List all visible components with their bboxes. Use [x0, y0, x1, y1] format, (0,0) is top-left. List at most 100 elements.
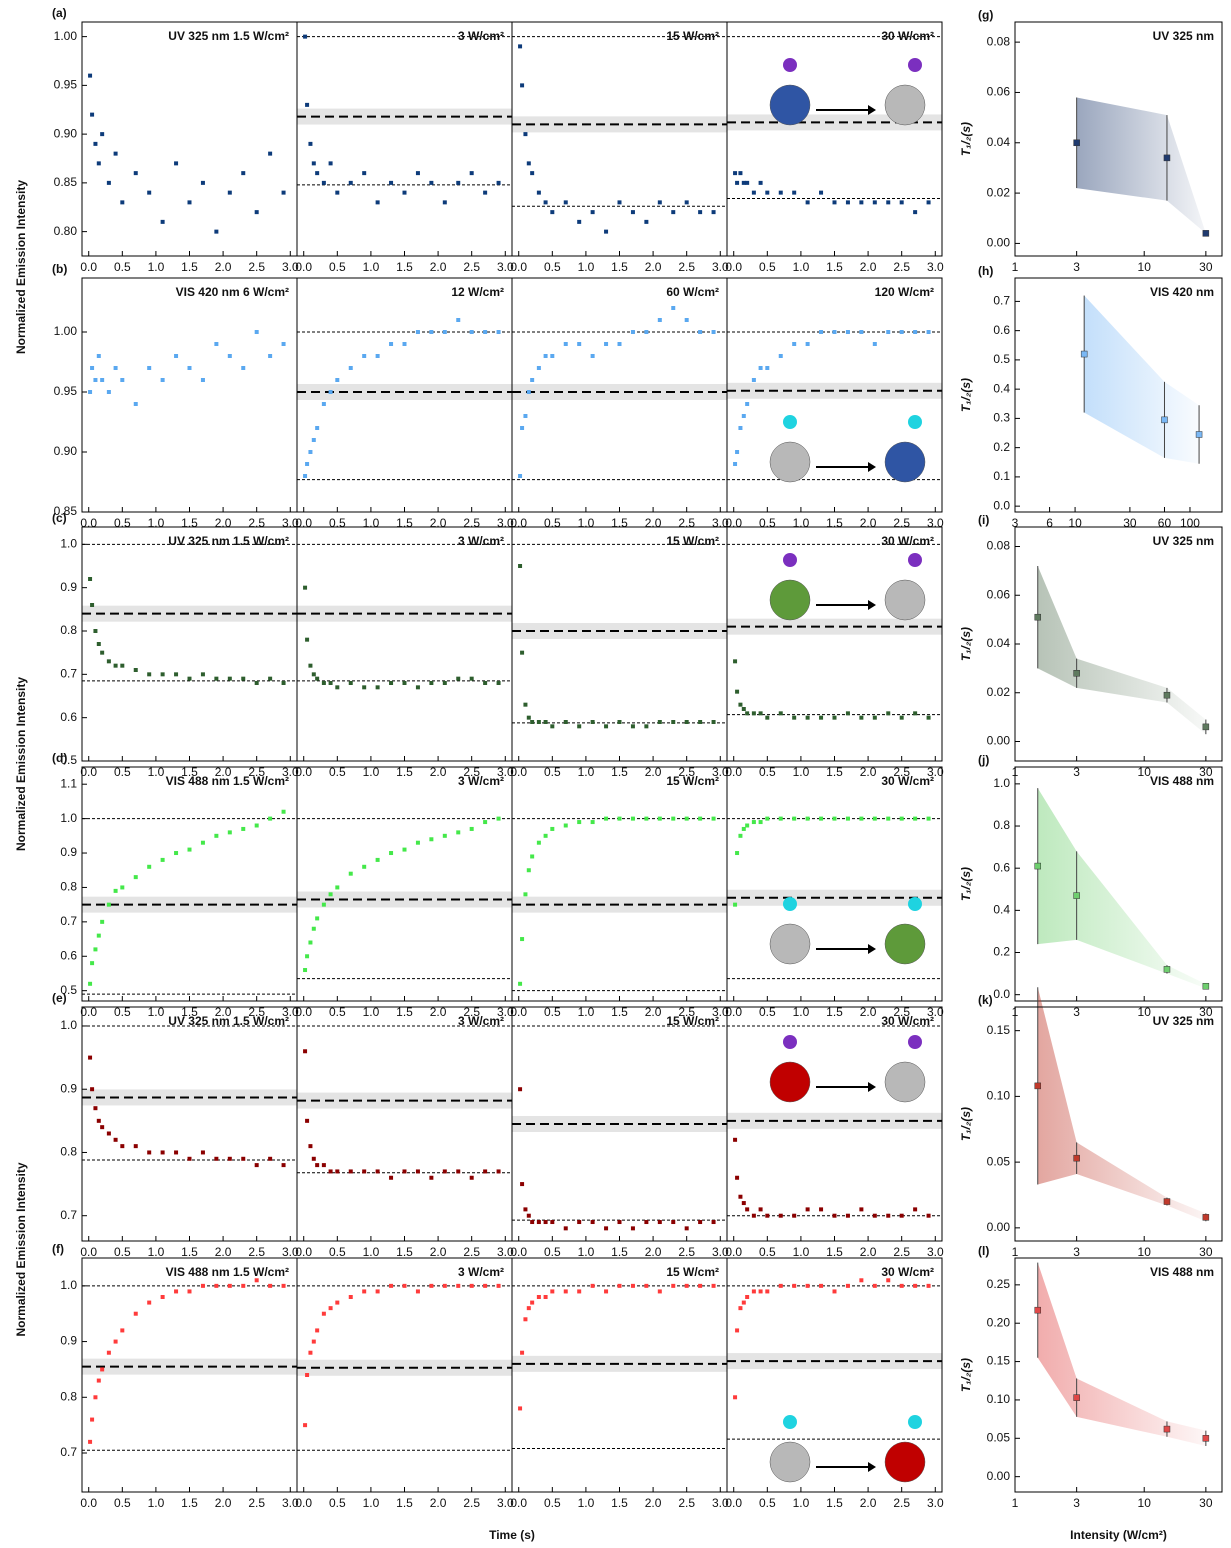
- y-tick-label: 0.06: [987, 85, 1011, 99]
- data-point: [303, 585, 308, 590]
- data-point: [335, 885, 340, 890]
- y-tick-label: 0.15: [987, 1023, 1011, 1037]
- data-point: [456, 676, 461, 681]
- x-tick-label: 3.0: [927, 765, 944, 779]
- plot-frame: [511, 1257, 728, 1493]
- data-point: [469, 1175, 474, 1180]
- data-point: [698, 816, 703, 821]
- data-point: [469, 826, 474, 831]
- data-point: [550, 354, 555, 358]
- plot-frame: [81, 21, 298, 257]
- x-tick-label: 1.0: [793, 516, 810, 530]
- plot-frame: [726, 766, 943, 1002]
- y-tick-label: 0.04: [987, 135, 1011, 149]
- data-point: [90, 603, 95, 607]
- x-tick-label: 3.0: [712, 1005, 729, 1019]
- y-tick-label: 0.6: [993, 860, 1010, 874]
- data-point: [100, 378, 105, 382]
- data-point: [442, 330, 447, 334]
- panel-title: 15 W/cm²: [666, 774, 719, 788]
- y-tick-label: 1.0: [60, 1278, 77, 1292]
- data-point: [362, 864, 367, 869]
- data-point: [845, 200, 850, 205]
- data-point: [227, 1156, 232, 1161]
- x-tick-label: 0.5: [329, 516, 346, 530]
- data-point: [254, 210, 259, 215]
- data-point: [886, 200, 891, 205]
- data-point: [913, 1283, 918, 1288]
- data-point: [899, 200, 904, 205]
- data-point: [745, 823, 750, 828]
- x-tick-label: 1: [1012, 1496, 1019, 1510]
- data-point: [913, 711, 918, 716]
- panel-title: 3 W/cm²: [458, 29, 504, 43]
- x-tick-label: 30: [1199, 765, 1213, 779]
- data-point: [375, 685, 380, 690]
- x-tick-label: 1.0: [793, 1005, 810, 1019]
- x-tick-label: 0.0: [295, 1245, 312, 1259]
- y-tick-label: 0.25: [987, 1277, 1011, 1291]
- x-tick-label: 2.0: [215, 516, 232, 530]
- panel-letter: (j): [978, 753, 989, 767]
- data-point: [429, 330, 434, 334]
- data-point: [792, 190, 797, 195]
- data-point: [429, 837, 434, 842]
- data-point: [305, 954, 310, 959]
- data-point: [375, 857, 380, 862]
- data-point: [147, 864, 152, 869]
- x-tick-label: 1.0: [578, 1005, 595, 1019]
- data-point: [174, 672, 179, 677]
- data-point: [315, 171, 320, 176]
- data-point: [684, 816, 689, 821]
- data-point: [845, 1283, 850, 1288]
- data-point: [758, 820, 763, 825]
- x-tick-label: 0.0: [80, 516, 97, 530]
- data-point: [328, 892, 333, 897]
- data-point: [90, 961, 95, 966]
- data-point: [311, 438, 316, 442]
- data-point: [617, 1220, 622, 1225]
- data-point: [886, 330, 891, 334]
- data-point: [805, 715, 810, 720]
- x-tick-label: 0.5: [759, 1005, 776, 1019]
- data-point: [308, 450, 313, 454]
- data-point: [311, 161, 316, 166]
- data-point: [187, 200, 192, 205]
- x-tick-label: 30: [1199, 1245, 1213, 1259]
- x-tick-label: 2.5: [463, 516, 480, 530]
- y-tick-label: 0.00: [987, 1220, 1011, 1234]
- data-point: [1034, 1082, 1042, 1090]
- data-point: [520, 937, 525, 942]
- data-point: [778, 1213, 783, 1218]
- data-point: [254, 681, 259, 685]
- data-point: [819, 715, 824, 720]
- data-point: [281, 342, 286, 346]
- data-point: [113, 663, 118, 668]
- y-tick-label: 0.02: [987, 185, 1011, 199]
- x-tick-label: 2.5: [678, 260, 695, 274]
- x-tick-label: 1.0: [148, 1005, 165, 1019]
- data-point: [456, 318, 461, 322]
- x-tick-label: 0.0: [80, 1496, 97, 1510]
- data-point: [671, 1283, 676, 1288]
- data-point: [886, 1278, 891, 1283]
- icon-light: [908, 1035, 922, 1049]
- data-point: [1080, 350, 1088, 358]
- x-tick-label: 0.5: [114, 1496, 131, 1510]
- y-tick-label: 0.05: [987, 1154, 1011, 1168]
- data-point: [671, 210, 676, 215]
- data-point: [93, 1106, 98, 1111]
- x-tick-label: 1.5: [611, 1496, 628, 1510]
- data-point: [429, 180, 434, 185]
- x-tick-label: 0.0: [295, 765, 312, 779]
- y-tick-label: 0.3: [993, 411, 1010, 425]
- x-tick-label: 2.0: [215, 1245, 232, 1259]
- x-tick-label: 0.0: [80, 1245, 97, 1259]
- data-point: [845, 1213, 850, 1218]
- data-point: [630, 1283, 635, 1288]
- data-point: [698, 330, 703, 334]
- y-axis-label: T₁/₂(s): [959, 627, 973, 661]
- x-tick-label: 10: [1138, 1496, 1152, 1510]
- data-point: [778, 190, 783, 195]
- data-point: [254, 1163, 259, 1168]
